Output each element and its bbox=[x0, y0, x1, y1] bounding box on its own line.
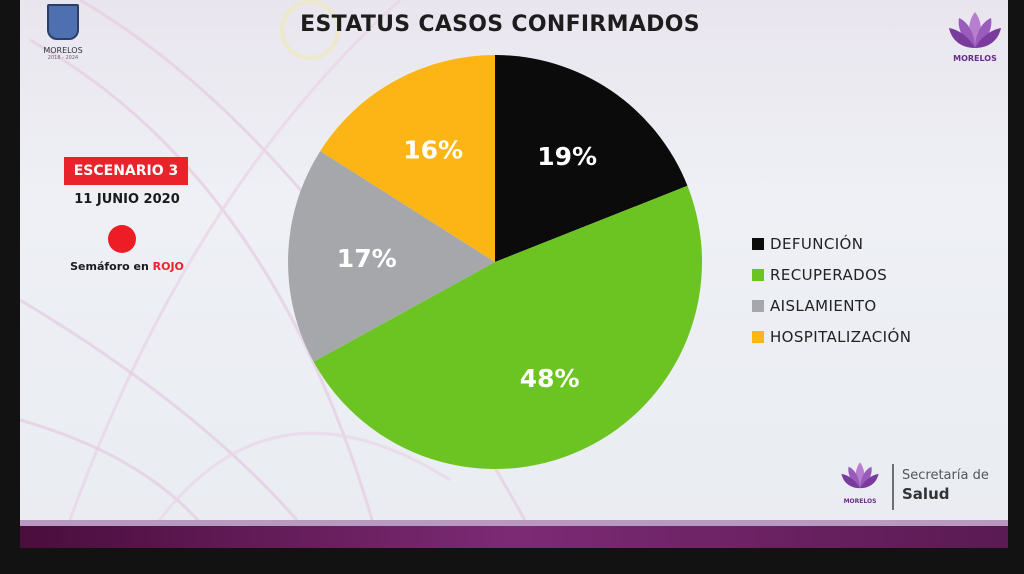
morelos-crest-icon bbox=[47, 4, 79, 40]
presentation-slide: MORELOS 2018 - 2024 ESTATUS CASOS CONFIR… bbox=[20, 0, 1008, 548]
lotus-logo-text: MORELOS bbox=[953, 54, 997, 63]
secretaria-salud-logo: MORELOS Secretaría de Salud bbox=[838, 458, 1008, 518]
pie-label-defuncion: 19% bbox=[537, 142, 597, 171]
legend-swatch bbox=[752, 268, 764, 281]
legend-item-recuperados: RECUPERADOS bbox=[752, 259, 911, 290]
legend-item-aislamiento: AISLAMIENTO bbox=[752, 290, 911, 321]
legend-label: RECUPERADOS bbox=[770, 265, 888, 284]
legend-label: DEFUNCIÓN bbox=[770, 234, 864, 253]
bottom-accent-line bbox=[20, 520, 1008, 526]
pie-label-aislamiento: 17% bbox=[337, 244, 397, 273]
scenario-badge: ESCENARIO 3 bbox=[64, 157, 188, 185]
pie-label-recuperados: 48% bbox=[520, 364, 580, 393]
pie-chart: 19% 48% 17% 16% bbox=[288, 55, 702, 470]
pie-slice-recuperados bbox=[313, 185, 702, 470]
salud-text: Salud bbox=[902, 485, 950, 503]
traffic-light-prefix: Semáforo en bbox=[70, 260, 153, 273]
pie-slice-hospitalizacion bbox=[320, 55, 495, 262]
footer-logo-text: MORELOS bbox=[843, 498, 877, 505]
pie-slice-defuncion bbox=[495, 55, 688, 262]
legend-swatch bbox=[752, 237, 764, 250]
footer-lotus-icon bbox=[841, 462, 879, 489]
traffic-light-red-icon bbox=[108, 225, 136, 253]
legend-swatch bbox=[752, 299, 764, 312]
page-title: ESTATUS CASOS CONFIRMADOS bbox=[300, 12, 700, 37]
legend-swatch bbox=[752, 330, 764, 343]
date-label: 11 JUNIO 2020 bbox=[74, 192, 180, 207]
footer-divider bbox=[892, 464, 894, 510]
legend-item-defuncion: DEFUNCIÓN bbox=[752, 228, 911, 259]
pie-label-hospitalizacion: 16% bbox=[403, 136, 463, 165]
morelos-lotus-logo: MORELOS bbox=[944, 8, 1006, 78]
morelos-logo-years: 2018 - 2024 bbox=[47, 55, 79, 61]
legend-label: AISLAMIENTO bbox=[770, 296, 877, 315]
chart-legend: DEFUNCIÓN RECUPERADOS AISLAMIENTO HOSPITALI… bbox=[752, 228, 911, 352]
morelos-logo: MORELOS 2018 - 2024 bbox=[28, 4, 98, 66]
legend-label: HOSPITALIZACIÓN bbox=[770, 327, 912, 346]
pie-slice-aislamiento bbox=[288, 151, 495, 362]
footer-lotus-logo: MORELOS bbox=[838, 458, 882, 508]
morelos-logo-text: MORELOS bbox=[43, 46, 83, 55]
traffic-light-status: Semáforo en ROJO bbox=[50, 260, 204, 273]
traffic-light-color: ROJO bbox=[152, 260, 184, 273]
bottom-purple-band bbox=[20, 526, 1008, 548]
legend-item-hospitalizacion: HOSPITALIZACIÓN bbox=[752, 321, 911, 352]
lotus-icon bbox=[949, 12, 1001, 48]
secretaria-text: Secretaría de bbox=[902, 468, 989, 483]
